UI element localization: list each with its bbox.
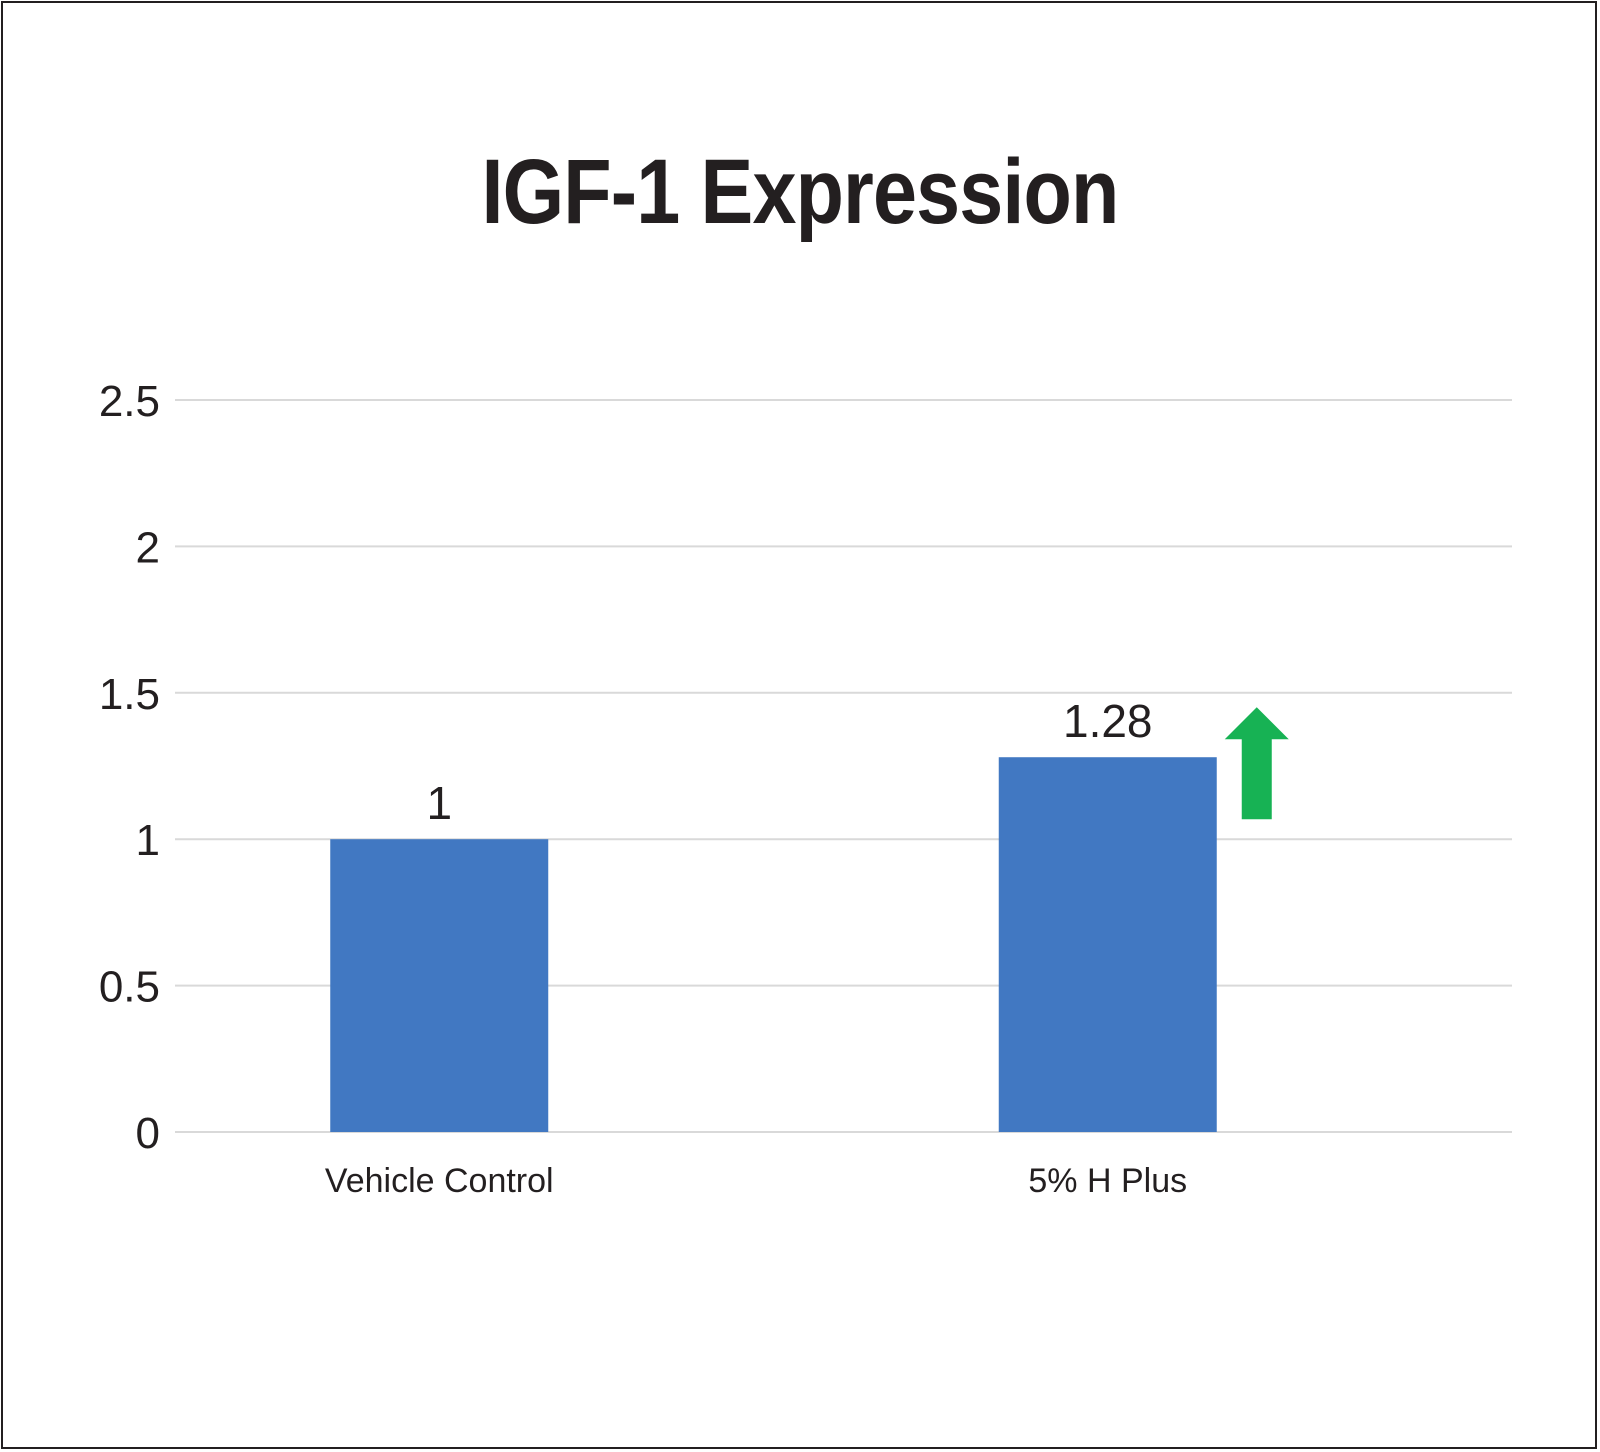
- data-label: 1: [426, 777, 452, 829]
- chart-title: IGF-1 Expression: [481, 141, 1120, 243]
- y-tick-label: 0: [136, 1109, 160, 1158]
- y-tick-label: 2: [136, 523, 160, 572]
- y-tick-label: 1: [136, 816, 160, 865]
- category-label: 5% H Plus: [1028, 1162, 1187, 1200]
- y-tick-label: 0.5: [99, 963, 160, 1012]
- category-label: Vehicle Control: [325, 1162, 554, 1200]
- data-label: 1.28: [1063, 695, 1153, 747]
- y-tick-label: 2.5: [99, 377, 160, 426]
- up-arrow-icon: [1224, 707, 1289, 820]
- y-tick-label: 1.5: [99, 670, 160, 719]
- bar: [330, 839, 549, 1132]
- bar: [998, 757, 1217, 1132]
